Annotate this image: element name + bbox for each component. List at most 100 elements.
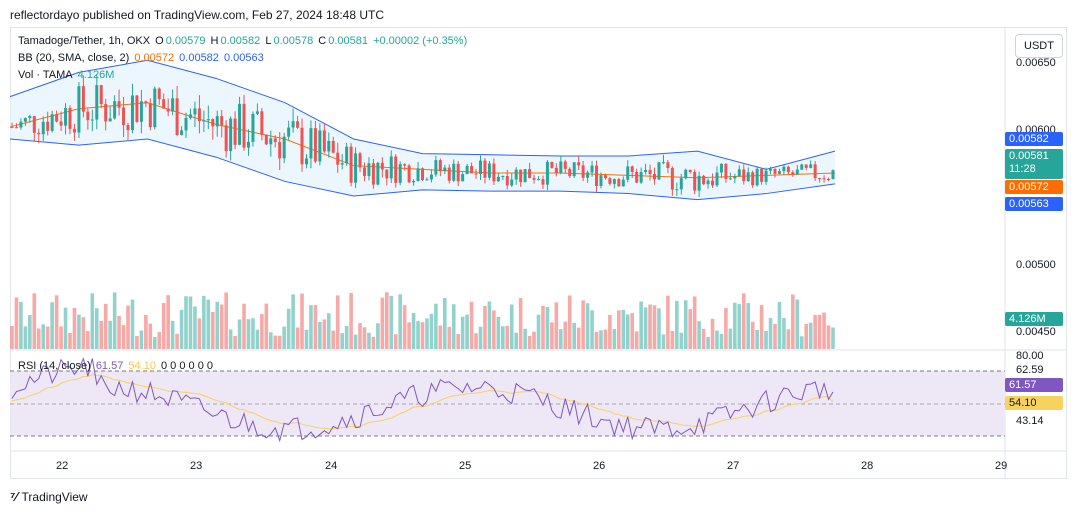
volume-bar xyxy=(362,327,367,349)
candle-body xyxy=(282,136,286,159)
candle-body xyxy=(32,116,36,133)
candle-body xyxy=(126,125,130,131)
legend-rsi: RSI (14, close) 61.57 54.10 0 0 0 0 0 0 xyxy=(18,360,215,372)
candle-body xyxy=(706,180,710,185)
volume-bar xyxy=(126,305,130,349)
volume-bar xyxy=(237,319,242,349)
legend-o-label: O xyxy=(155,35,164,47)
candle-body xyxy=(809,164,813,168)
candle-body xyxy=(139,101,143,122)
volume-bar xyxy=(585,303,590,349)
candle-body xyxy=(37,132,41,135)
candle-body xyxy=(438,160,442,172)
volume-bar xyxy=(514,332,519,349)
candle-body xyxy=(175,98,179,136)
volume-bar xyxy=(112,292,117,349)
rsi-label-80: 80.00 xyxy=(1016,350,1044,362)
legend-bb-label[interactable]: BB (20, SMA, close, 2) xyxy=(18,52,130,64)
price-label-0450: 0.00450 xyxy=(1016,326,1056,338)
candle-body xyxy=(586,172,590,178)
candle-body xyxy=(300,127,304,165)
volume-bar xyxy=(224,292,228,349)
volume-bar xyxy=(63,307,68,349)
legend-c-value: 0.00581 xyxy=(328,35,368,47)
currency-button[interactable]: USDT xyxy=(1015,34,1063,58)
candle-body xyxy=(679,178,683,190)
candle-body xyxy=(398,164,402,183)
candle-body xyxy=(496,176,500,182)
volume-bar xyxy=(313,305,318,349)
candle-body xyxy=(354,153,358,183)
candle-body xyxy=(224,125,228,152)
volume-bar xyxy=(407,322,411,349)
candle-body xyxy=(617,179,621,187)
candle-body xyxy=(479,160,483,174)
volume-bar xyxy=(331,330,336,349)
volume-bar xyxy=(697,321,701,349)
volume-bar xyxy=(14,297,19,349)
volume-bar xyxy=(518,297,523,349)
legend-bb-basis: 0.00572 xyxy=(134,52,175,64)
rsi-line xyxy=(11,357,834,443)
volume-bar xyxy=(692,296,697,349)
volume-bar xyxy=(492,310,496,349)
legend-change: +0.00002 (+0.35%) xyxy=(373,35,468,47)
volume-bar xyxy=(282,326,286,349)
volume-bar xyxy=(45,326,50,349)
legend-l-label: L xyxy=(265,35,272,47)
candle-body xyxy=(296,121,300,128)
chart-frame[interactable] xyxy=(10,27,1067,479)
volume-bar xyxy=(86,331,90,349)
candle-body xyxy=(452,163,456,181)
volume-bar xyxy=(576,327,581,349)
volume-bar xyxy=(608,315,612,349)
volume-bar xyxy=(804,323,809,349)
rsi-label-4314: 43.14 xyxy=(1016,415,1044,427)
volume-bar xyxy=(831,327,835,349)
volume-bar xyxy=(634,331,639,349)
candle-body xyxy=(746,172,750,182)
candle-body xyxy=(666,162,670,169)
candle-body xyxy=(818,178,822,180)
footer-brand[interactable]: ⁷⁄ TradingView xyxy=(10,489,88,504)
candle-body xyxy=(693,171,697,191)
volume-bars xyxy=(10,292,835,349)
time-label-28: 28 xyxy=(861,460,874,472)
publisher-line: reflectordayo published on TradingView.c… xyxy=(10,8,385,22)
candle-body xyxy=(331,141,335,153)
candle-body xyxy=(376,162,380,185)
legend-rsi-extra: 0 0 0 0 0 0 xyxy=(161,360,213,372)
bb-fill xyxy=(10,60,835,200)
volume-bar xyxy=(791,294,795,349)
candle-body xyxy=(242,103,246,148)
volume-bar xyxy=(157,332,162,349)
candle-body xyxy=(309,128,313,159)
candle-body xyxy=(461,174,465,182)
candle-body xyxy=(782,166,786,172)
candle-body xyxy=(358,153,362,168)
candle-body xyxy=(157,88,161,100)
volume-bar xyxy=(68,332,72,349)
candle-body xyxy=(545,161,549,185)
candle-body xyxy=(394,156,398,183)
candle-body xyxy=(389,156,393,179)
volume-bar xyxy=(777,301,782,349)
candle-body xyxy=(322,130,326,152)
volume-bar xyxy=(750,321,755,349)
legend-rsi-label[interactable]: RSI (14, close) xyxy=(18,360,91,372)
volume-bar xyxy=(617,310,621,349)
candle-body xyxy=(104,104,108,122)
candle-body xyxy=(777,171,781,174)
volume-bar xyxy=(411,313,416,349)
candle-body xyxy=(108,118,112,122)
candle-body xyxy=(148,103,152,128)
candle-body xyxy=(648,169,652,175)
candle-body xyxy=(657,162,661,180)
legend-vol-label[interactable]: Vol · TAMA xyxy=(18,69,73,81)
legend-rsi-ma: 54.10 xyxy=(128,360,156,372)
time-label-27: 27 xyxy=(727,460,740,472)
legend-symbol[interactable]: Tamadoge/Tether, 1h, OKX xyxy=(18,35,151,47)
volume-bar xyxy=(139,330,144,349)
volume-bar xyxy=(451,304,456,349)
